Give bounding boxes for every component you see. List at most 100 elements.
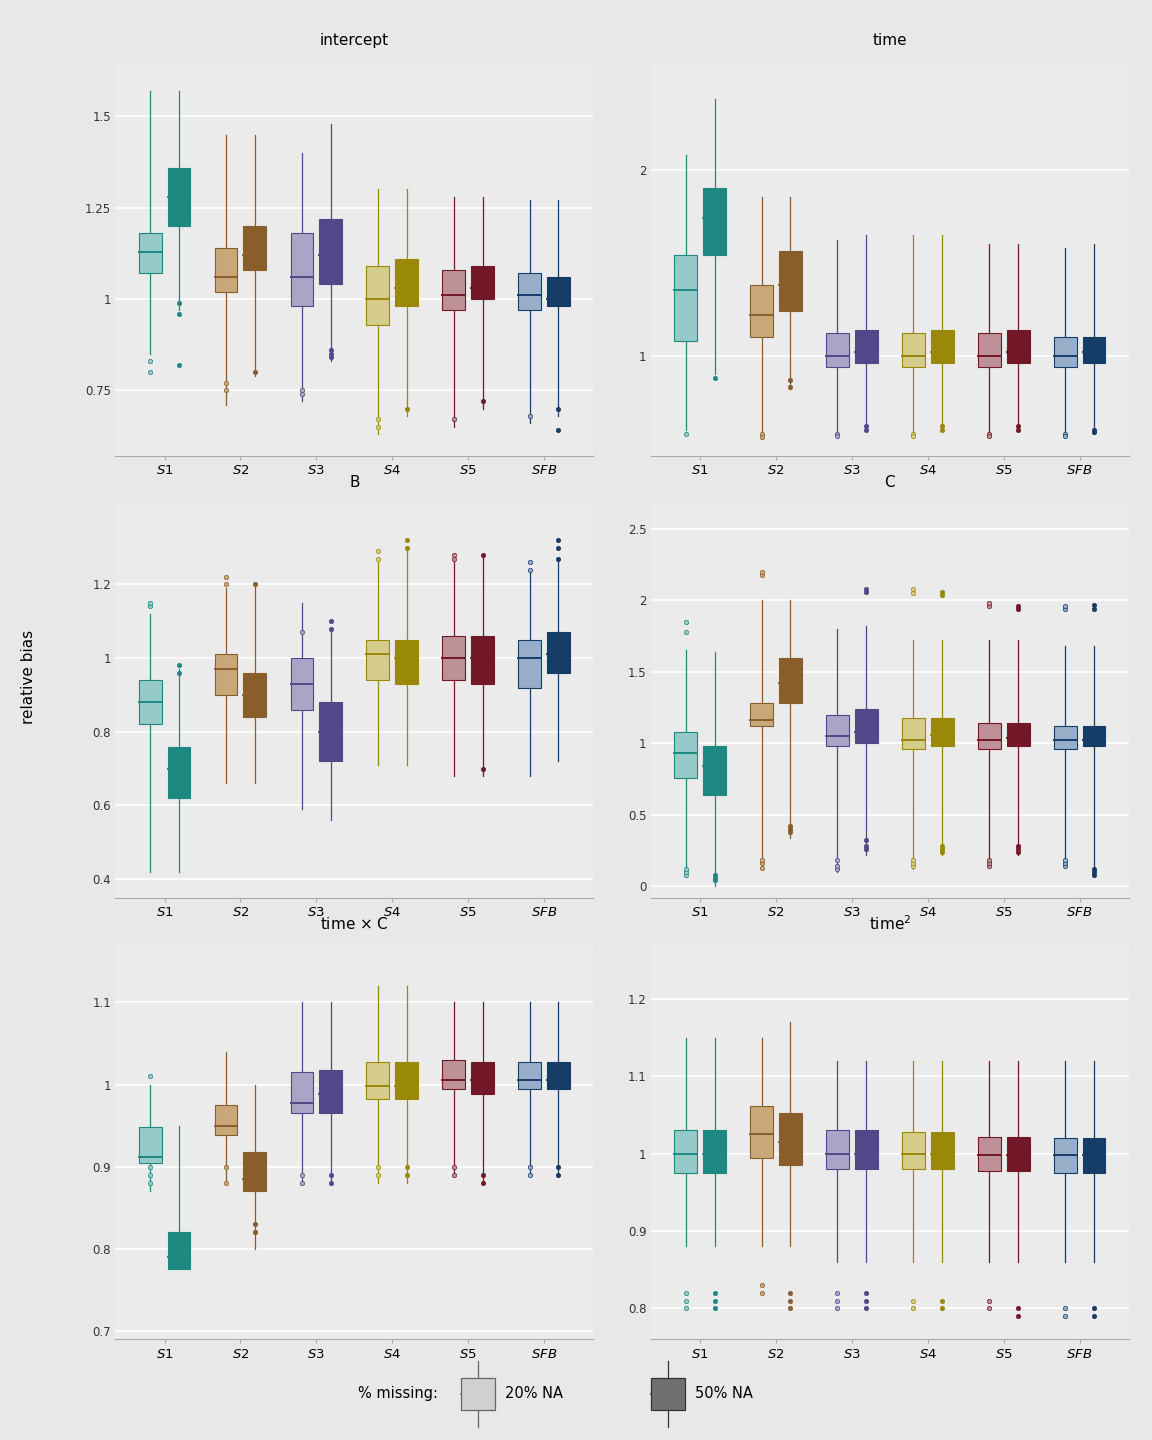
Point <box>521 550 539 573</box>
Point <box>781 815 799 838</box>
Point <box>705 863 723 886</box>
Bar <box>855 1130 878 1169</box>
Bar <box>167 167 190 226</box>
Point <box>1056 595 1075 618</box>
Bar <box>1007 1136 1030 1171</box>
Bar <box>674 732 697 778</box>
Point <box>550 536 568 559</box>
Point <box>217 566 235 589</box>
Bar <box>826 333 849 367</box>
Bar <box>931 330 954 363</box>
Point <box>445 543 463 566</box>
Point <box>369 540 387 563</box>
Bar <box>1083 337 1106 363</box>
Bar <box>547 276 570 307</box>
Point <box>828 422 847 445</box>
Point <box>857 415 876 438</box>
Bar <box>978 1136 1001 1171</box>
Point <box>933 835 952 858</box>
Point <box>828 1289 847 1312</box>
Bar <box>471 1061 494 1094</box>
Point <box>781 1289 799 1312</box>
Bar <box>931 1132 954 1169</box>
Bar <box>319 703 342 762</box>
Point <box>781 1297 799 1320</box>
Point <box>781 369 799 392</box>
Point <box>1009 595 1028 618</box>
Text: B: B <box>349 475 359 490</box>
Point <box>676 621 695 644</box>
Point <box>141 1172 159 1195</box>
Bar <box>395 259 418 307</box>
Bar <box>931 717 954 746</box>
Bar <box>1054 726 1077 749</box>
Point <box>169 661 188 684</box>
Point <box>1085 598 1104 621</box>
Point <box>321 1172 340 1195</box>
Point <box>828 855 847 878</box>
Point <box>369 1155 387 1178</box>
Point <box>550 397 568 420</box>
Point <box>676 1282 695 1305</box>
Point <box>141 1064 159 1087</box>
Bar <box>290 233 313 307</box>
Point <box>933 419 952 442</box>
Point <box>676 1297 695 1320</box>
Point <box>857 419 876 442</box>
Bar <box>750 285 773 337</box>
Bar <box>674 1130 697 1174</box>
Point <box>781 1282 799 1305</box>
Point <box>1085 420 1104 444</box>
Point <box>293 1164 311 1187</box>
Point <box>857 835 876 858</box>
Bar <box>290 658 313 710</box>
Point <box>781 376 799 399</box>
Bar <box>750 1106 773 1158</box>
Point <box>1085 860 1104 883</box>
Point <box>321 618 340 641</box>
Point <box>245 1212 264 1236</box>
Point <box>445 1155 463 1178</box>
Bar <box>779 252 802 311</box>
Point <box>1009 838 1028 861</box>
Point <box>980 852 999 876</box>
Point <box>904 423 923 446</box>
Text: C: C <box>885 475 895 490</box>
Point <box>1056 850 1075 873</box>
Point <box>521 1164 539 1187</box>
Text: time: time <box>872 33 907 48</box>
Point <box>1009 1305 1028 1328</box>
Point <box>980 850 999 873</box>
Bar <box>138 1128 161 1162</box>
Point <box>169 1246 188 1269</box>
Point <box>293 621 311 644</box>
Point <box>141 360 159 383</box>
Point <box>752 850 771 873</box>
Point <box>169 302 188 325</box>
Point <box>321 1164 340 1187</box>
Point <box>397 528 416 552</box>
Bar <box>1083 1138 1106 1174</box>
Point <box>752 1273 771 1296</box>
Point <box>705 1289 723 1312</box>
Point <box>1009 1297 1028 1320</box>
Bar <box>1083 726 1106 746</box>
Bar <box>138 233 161 274</box>
Point <box>217 379 235 402</box>
Point <box>245 360 264 383</box>
Point <box>369 1164 387 1187</box>
Text: time $\times$ C: time $\times$ C <box>320 916 388 932</box>
Point <box>141 1155 159 1178</box>
Point <box>781 821 799 844</box>
Bar <box>214 654 237 696</box>
Point <box>397 397 416 420</box>
Point <box>445 547 463 570</box>
Point <box>676 860 695 883</box>
Point <box>904 577 923 600</box>
Point <box>857 1282 876 1305</box>
Point <box>397 536 416 559</box>
Bar <box>167 1233 190 1270</box>
Point <box>933 841 952 864</box>
Point <box>933 580 952 603</box>
Bar <box>902 333 925 367</box>
